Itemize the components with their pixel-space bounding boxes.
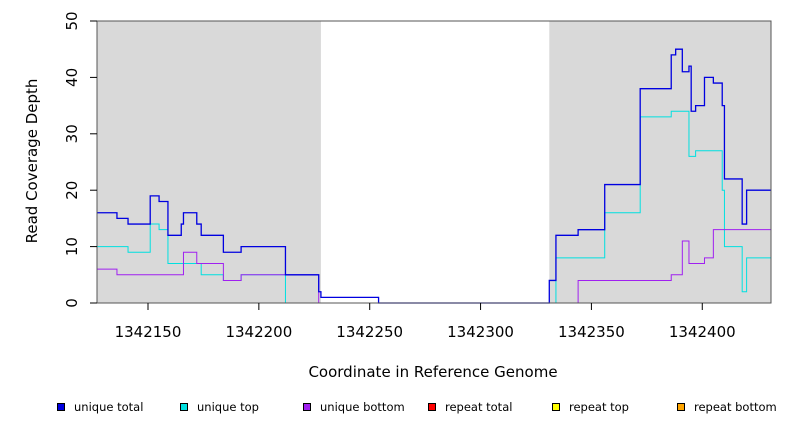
x-tick-label: 1342300 <box>447 323 514 341</box>
x-tick-label: 1342150 <box>115 323 182 341</box>
legend-swatch <box>428 403 436 411</box>
y-tick-label: 20 <box>63 181 81 200</box>
legend-swatch <box>552 403 560 411</box>
x-tick-label: 1342400 <box>669 323 736 341</box>
legend-item: unique top <box>180 400 259 414</box>
legend-label: repeat bottom <box>694 400 777 414</box>
legend-item: repeat bottom <box>677 400 777 414</box>
shaded-regions <box>97 21 771 303</box>
y-tick-label: 50 <box>63 11 81 30</box>
legend-swatch <box>303 403 311 411</box>
coverage-chart: 1342150 1342200 1342250 1342300 1342350 13424… <box>23 11 772 381</box>
legend-label: unique top <box>197 400 259 414</box>
shaded-region-0 <box>97 21 321 303</box>
x-tick-label: 1342350 <box>558 323 625 341</box>
legend-swatch <box>180 403 188 411</box>
y-axis-title: Read Coverage Depth <box>23 79 41 244</box>
legend-swatch <box>677 403 685 411</box>
x-axis-title: Coordinate in Reference Genome <box>308 363 557 381</box>
series-unique-total <box>97 48 771 304</box>
legend-label: repeat top <box>569 400 629 414</box>
legend-item: repeat total <box>428 400 512 414</box>
y-tick-label: 30 <box>63 124 81 143</box>
y-axis: 0 10 20 30 40 50 <box>63 11 97 308</box>
x-axis: 1342150 1342200 1342250 1342300 1342350 13424… <box>115 303 736 341</box>
legend-item: unique total <box>57 400 143 414</box>
y-tick-label: 10 <box>63 237 81 256</box>
x-tick-label: 1342250 <box>336 323 403 341</box>
y-tick-label: 40 <box>63 68 81 87</box>
plot-frame <box>96 20 772 304</box>
legend-item: unique bottom <box>303 400 405 414</box>
legend-label: unique bottom <box>320 400 405 414</box>
legend-label: unique total <box>74 400 144 414</box>
legend: unique total unique top unique bottom repea… <box>0 400 792 420</box>
shaded-region-1 <box>549 21 771 303</box>
legend-label: repeat total <box>445 400 513 414</box>
legend-swatch <box>57 403 65 411</box>
legend-item: repeat top <box>552 400 629 414</box>
x-tick-label: 1342200 <box>225 323 292 341</box>
y-tick-label: 0 <box>63 298 81 308</box>
